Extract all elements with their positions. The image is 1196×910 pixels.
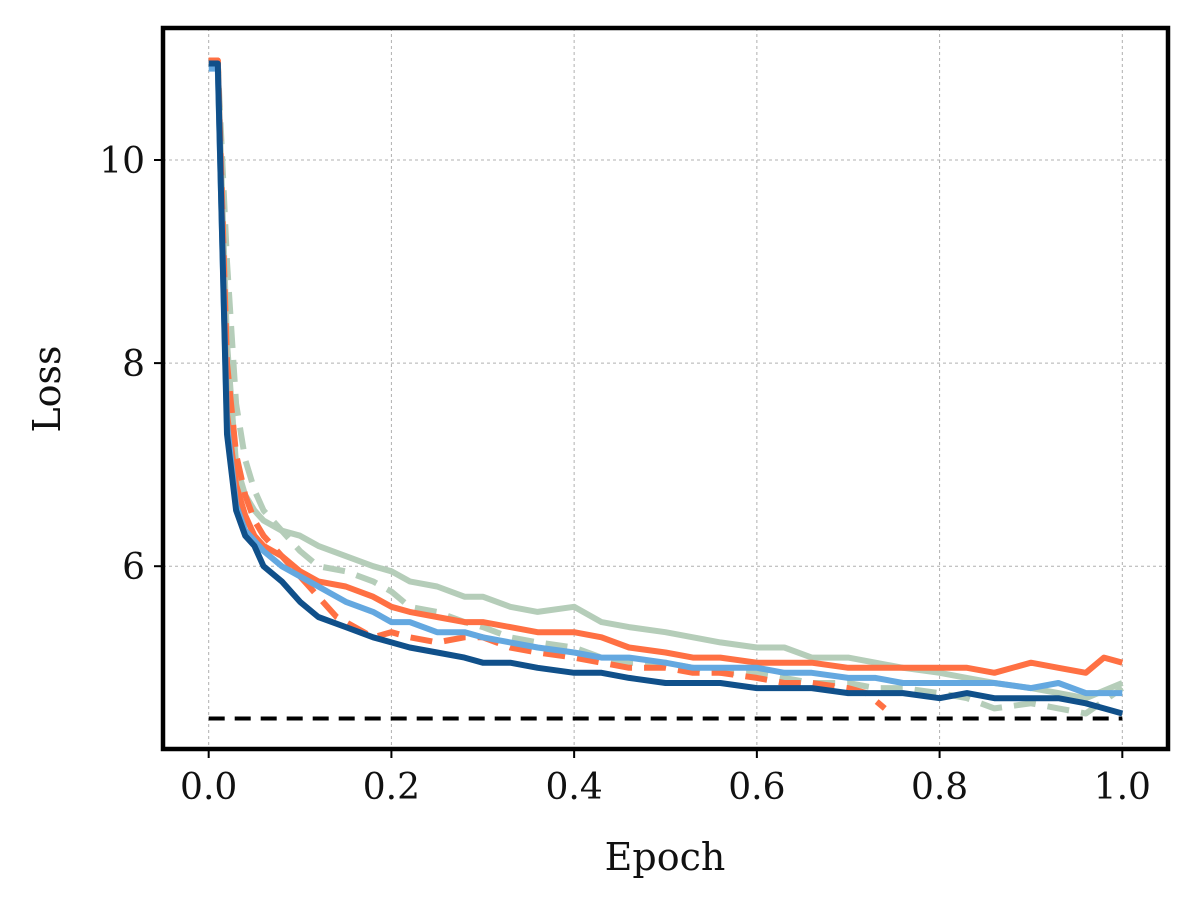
grid xyxy=(163,28,1168,749)
y-axis-label: Loss xyxy=(25,345,69,432)
series-line-dark-blue-solid xyxy=(208,60,1124,717)
series-lines xyxy=(208,57,1125,721)
y-tick-label: 10 xyxy=(99,141,145,182)
y-tick-label: 8 xyxy=(122,344,145,385)
x-tick-label: 0.2 xyxy=(363,767,420,808)
x-axis-label: Epoch xyxy=(605,835,726,879)
axis-ticks: 0.0 0.2 0.4 0.6 0.8 1.0 6 8 10 xyxy=(99,141,1151,808)
plot-frame xyxy=(160,25,1171,752)
x-tick-label: 0.6 xyxy=(728,767,785,808)
x-tick-label: 0.8 xyxy=(911,767,968,808)
x-tick-label: 0.4 xyxy=(546,767,603,808)
y-tick-label: 6 xyxy=(122,547,145,588)
series-line-orange-dashed xyxy=(208,57,887,711)
series-line-sage-dashed xyxy=(208,60,1125,717)
series-line-orange-solid xyxy=(208,57,1124,676)
series-line-light-blue-solid xyxy=(208,65,1123,697)
x-tick-label: 0.0 xyxy=(180,767,237,808)
series-line-sage-solid xyxy=(208,60,1124,702)
x-tick-label: 1.0 xyxy=(1094,767,1151,808)
